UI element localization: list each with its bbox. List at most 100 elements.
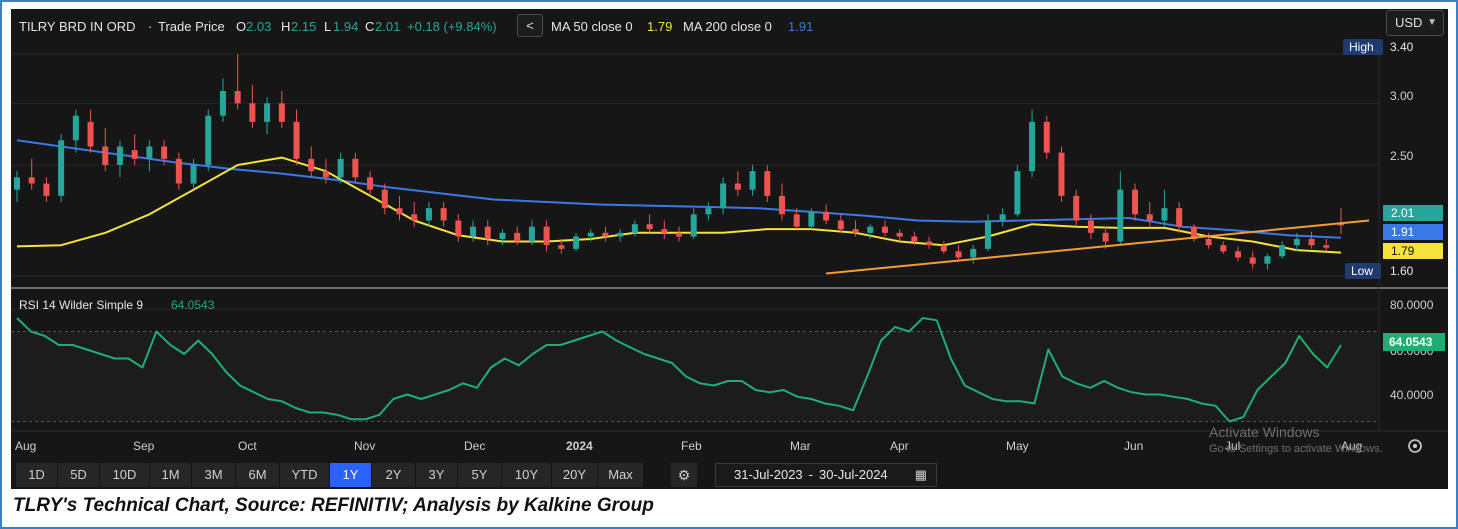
period-button-3y[interactable]: 3Y xyxy=(416,463,458,487)
period-button-5d[interactable]: 5D xyxy=(58,463,100,487)
candle-body xyxy=(322,171,329,178)
chart-canvas[interactable]: TILRY BRD IN ORD · Trade Price O 2.03 H … xyxy=(11,9,1448,461)
candle-body xyxy=(528,226,535,242)
candle-body xyxy=(1176,208,1183,227)
candle-body xyxy=(1117,189,1124,242)
period-button-20y[interactable]: 20Y xyxy=(552,463,598,487)
candle-body xyxy=(646,224,653,230)
high-tag xyxy=(1343,39,1383,55)
range-end: 30-Jul-2024 xyxy=(819,467,888,482)
candle-body xyxy=(999,214,1006,221)
candle-body xyxy=(1014,171,1021,215)
candle-body xyxy=(896,232,903,237)
candle-body xyxy=(1087,220,1094,233)
candle-body xyxy=(396,208,403,215)
gear-icon[interactable]: ⚙ xyxy=(671,463,697,487)
rsi-tick-40: 40.0000 xyxy=(1390,388,1434,402)
period-button-5y[interactable]: 5Y xyxy=(458,463,502,487)
candle-body xyxy=(205,115,212,165)
period-button-ytd[interactable]: YTD xyxy=(280,463,330,487)
candle-body xyxy=(852,229,859,233)
grid-lines xyxy=(11,53,1379,422)
time-axis-label: Nov xyxy=(354,439,375,453)
period-button-10d[interactable]: 10D xyxy=(100,463,150,487)
ma50-value: 1.79 xyxy=(647,19,672,34)
candle-body xyxy=(837,220,844,230)
candle-body xyxy=(58,140,65,196)
high-value: 2.15 xyxy=(291,19,316,34)
candle-body xyxy=(1073,195,1080,221)
candle-body xyxy=(1279,245,1286,257)
ma200-badge-text: 1.91 xyxy=(1391,225,1415,239)
time-axis-label: Oct xyxy=(238,439,257,453)
date-range-picker[interactable]: 31-Jul-2023-30-Jul-2024 ▦ xyxy=(715,463,937,487)
currency-select[interactable]: USD ▼ xyxy=(1386,10,1444,36)
candle-body xyxy=(175,158,182,184)
candle-body xyxy=(352,158,359,178)
candle-body xyxy=(734,183,741,190)
ma50-label: MA 50 close 0 xyxy=(551,19,633,34)
time-axis-label: Sep xyxy=(133,439,155,453)
candle-body xyxy=(1293,239,1300,246)
header-separator: · xyxy=(148,19,152,34)
candle-body xyxy=(131,150,138,159)
candle-body xyxy=(308,158,315,172)
period-button-10y[interactable]: 10Y xyxy=(502,463,552,487)
collapse-legend-button[interactable]: < xyxy=(517,14,543,37)
price-panel[interactable] xyxy=(11,39,1379,287)
candle-body xyxy=(867,226,874,233)
open-value: 2.03 xyxy=(246,19,271,34)
rsi-tick-80: 80.0000 xyxy=(1390,298,1434,312)
period-button-3m[interactable]: 3M xyxy=(192,463,236,487)
chevron-down-icon: ▼ xyxy=(1427,17,1437,28)
time-axis-label: 2024 xyxy=(566,439,593,453)
candle-body xyxy=(337,158,344,178)
candle-body xyxy=(278,103,285,122)
candle-body xyxy=(881,226,888,233)
candle-body xyxy=(676,232,682,237)
chart-header: TILRY BRD IN ORD · Trade Price O 2.03 H … xyxy=(19,19,813,34)
close-value: 2.01 xyxy=(375,19,400,34)
candle-body xyxy=(484,226,491,239)
calendar-icon[interactable]: ▦ xyxy=(914,467,927,482)
ticker-name: TILRY BRD IN ORD xyxy=(19,19,136,34)
low-value: 1.94 xyxy=(333,19,358,34)
price-tick-2-50: 2.50 xyxy=(1390,149,1414,163)
candle-body xyxy=(381,189,388,209)
low-tag-label: Low xyxy=(1351,264,1373,278)
candle-body xyxy=(602,232,609,237)
time-axis-label: Apr xyxy=(890,439,909,453)
candle-body xyxy=(558,245,565,249)
candle-body xyxy=(617,232,624,237)
candle-body xyxy=(661,229,668,233)
candle-body xyxy=(808,211,815,227)
period-button-1d[interactable]: 1D xyxy=(16,463,58,487)
candle-body xyxy=(470,226,477,237)
period-button-1y[interactable]: 1Y xyxy=(330,463,372,487)
time-axis-label: May xyxy=(1006,439,1029,453)
period-button-6m[interactable]: 6M xyxy=(236,463,280,487)
time-axis-label: Feb xyxy=(681,439,702,453)
candle-body xyxy=(425,208,432,221)
candle-body xyxy=(1029,121,1036,172)
candle-body xyxy=(1308,239,1315,246)
candle-body xyxy=(1102,232,1109,242)
chart-settings-icon[interactable] xyxy=(1408,439,1422,453)
range-start: 31-Jul-2023 xyxy=(734,467,803,482)
candle-body xyxy=(749,171,756,190)
price-type: Trade Price xyxy=(158,19,225,34)
period-button-max[interactable]: Max xyxy=(598,463,644,487)
candle-body xyxy=(764,171,771,196)
period-button-2y[interactable]: 2Y xyxy=(372,463,416,487)
time-axis-label: Aug xyxy=(1341,439,1362,453)
candle-body xyxy=(264,103,271,122)
high-label: H xyxy=(281,19,290,34)
chart-app: TILRY BRD IN ORD · Trade Price O 2.03 H … xyxy=(11,9,1448,489)
candle-body xyxy=(1220,245,1227,252)
candle-body xyxy=(926,241,933,246)
time-axis-label: Mar xyxy=(790,439,811,453)
ma50-badge xyxy=(1383,243,1443,259)
candle-body xyxy=(984,220,991,249)
period-button-1m[interactable]: 1M xyxy=(150,463,192,487)
